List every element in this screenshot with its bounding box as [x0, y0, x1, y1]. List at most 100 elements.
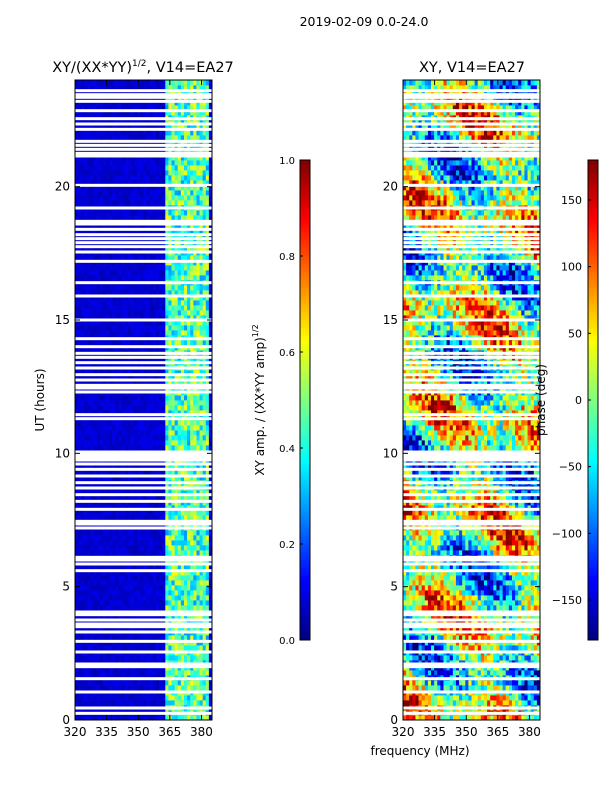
heatmap-cell	[140, 570, 144, 576]
heatmap-cell	[143, 200, 148, 206]
heatmap-cell	[121, 510, 126, 516]
heatmap-cell	[208, 400, 213, 406]
heatmap-cell	[159, 430, 163, 436]
heatmap-cell	[165, 180, 169, 186]
heatmap-cell	[193, 510, 197, 516]
heatmap-cell	[199, 305, 204, 311]
heatmap-cell	[174, 410, 179, 416]
heatmap-cell	[118, 680, 123, 686]
heatmap-cell	[84, 535, 88, 541]
heatmap-cell	[208, 530, 213, 536]
heatmap-cell	[115, 695, 119, 701]
heatmap-cell	[99, 325, 104, 331]
heatmap-cell	[90, 210, 95, 216]
heatmap-cell	[152, 325, 157, 331]
heatmap-cell	[183, 195, 188, 201]
heatmap-cell	[155, 395, 160, 401]
heatmap-cell	[118, 575, 123, 581]
heatmap-cell	[93, 215, 98, 221]
heatmap-cell	[168, 180, 172, 186]
heatmap-cell	[171, 530, 176, 536]
heatmap-cell	[90, 255, 95, 261]
heatmap-cell	[93, 395, 98, 401]
heatmap-cell	[155, 550, 160, 556]
heatmap-cell	[168, 425, 172, 431]
heatmap-cell	[84, 210, 88, 216]
heatmap-cell	[165, 550, 169, 556]
heatmap-cell	[162, 395, 166, 401]
heatmap-cell	[202, 590, 207, 596]
heatmap-cell	[165, 325, 169, 331]
heatmap-cell	[183, 580, 188, 586]
heatmap-cell	[127, 160, 132, 166]
heatmap-cell	[137, 685, 141, 691]
heatmap-cell	[140, 695, 144, 701]
heatmap-cell	[121, 515, 126, 521]
heatmap-cell	[152, 215, 157, 221]
heatmap-cell	[127, 635, 132, 641]
heatmap-cell	[193, 440, 197, 446]
heatmap-cell	[134, 425, 138, 431]
heatmap-cell	[106, 445, 110, 451]
heatmap-cell	[187, 170, 191, 176]
heatmap-cell	[93, 435, 98, 441]
heatmap-cell	[143, 575, 148, 581]
heatmap-cell	[149, 375, 154, 381]
heatmap-cell	[171, 405, 176, 411]
heatmap-cell	[75, 635, 79, 641]
heatmap-cell	[187, 535, 191, 541]
heatmap-cell	[155, 375, 160, 381]
heatmap-cell	[171, 615, 176, 621]
heatmap-cell	[208, 515, 213, 521]
heatmap-cell	[81, 600, 85, 606]
heatmap-cell	[146, 570, 151, 576]
heatmap-cell	[78, 700, 82, 706]
heatmap-cell	[162, 330, 166, 336]
heatmap-cell	[149, 225, 154, 231]
heatmap-cell	[205, 170, 210, 176]
heatmap-cell	[171, 185, 176, 191]
heatmap-cell	[205, 495, 210, 501]
heatmap-cell	[168, 510, 172, 516]
heatmap-cell	[78, 715, 82, 721]
heatmap-cell	[205, 225, 210, 231]
heatmap-cell	[75, 425, 79, 431]
heatmap-cell	[115, 165, 119, 171]
heatmap-cell	[84, 215, 88, 221]
heatmap-cell	[124, 255, 129, 261]
heatmap-cell	[196, 320, 200, 326]
heatmap-cell	[103, 340, 107, 346]
heatmap-cell	[106, 155, 110, 161]
heatmap-cell	[196, 300, 200, 306]
heatmap-cell	[149, 290, 154, 296]
heatmap-cell	[183, 295, 188, 301]
heatmap-cell	[159, 305, 163, 311]
heatmap-cell	[202, 510, 207, 516]
heatmap-cell	[131, 395, 135, 401]
heatmap-cell	[162, 680, 166, 686]
heatmap-cell	[190, 375, 194, 381]
heatmap-cell	[140, 225, 144, 231]
heatmap-cell	[131, 195, 135, 201]
heatmap-cell	[140, 285, 144, 291]
heatmap-cell	[152, 700, 157, 706]
heatmap-cell	[165, 305, 169, 311]
heatmap-cell	[162, 440, 166, 446]
heatmap-cell	[202, 310, 207, 316]
heatmap-cell	[118, 700, 123, 706]
heatmap-cell	[112, 195, 116, 201]
heatmap-cell	[78, 600, 82, 606]
heatmap-cell	[177, 505, 182, 511]
heatmap-cell	[159, 595, 163, 601]
heatmap-cell	[93, 595, 98, 601]
heatmap-cell	[149, 190, 154, 196]
heatmap-cell	[109, 165, 113, 171]
heatmap-cell	[149, 230, 154, 236]
heatmap-cell	[162, 590, 166, 596]
heatmap-cell	[106, 490, 110, 496]
heatmap-cell	[106, 700, 110, 706]
heatmap-cell	[149, 695, 154, 701]
heatmap-cell	[84, 475, 88, 481]
heatmap-cell	[146, 380, 151, 386]
heatmap-cell	[118, 320, 123, 326]
